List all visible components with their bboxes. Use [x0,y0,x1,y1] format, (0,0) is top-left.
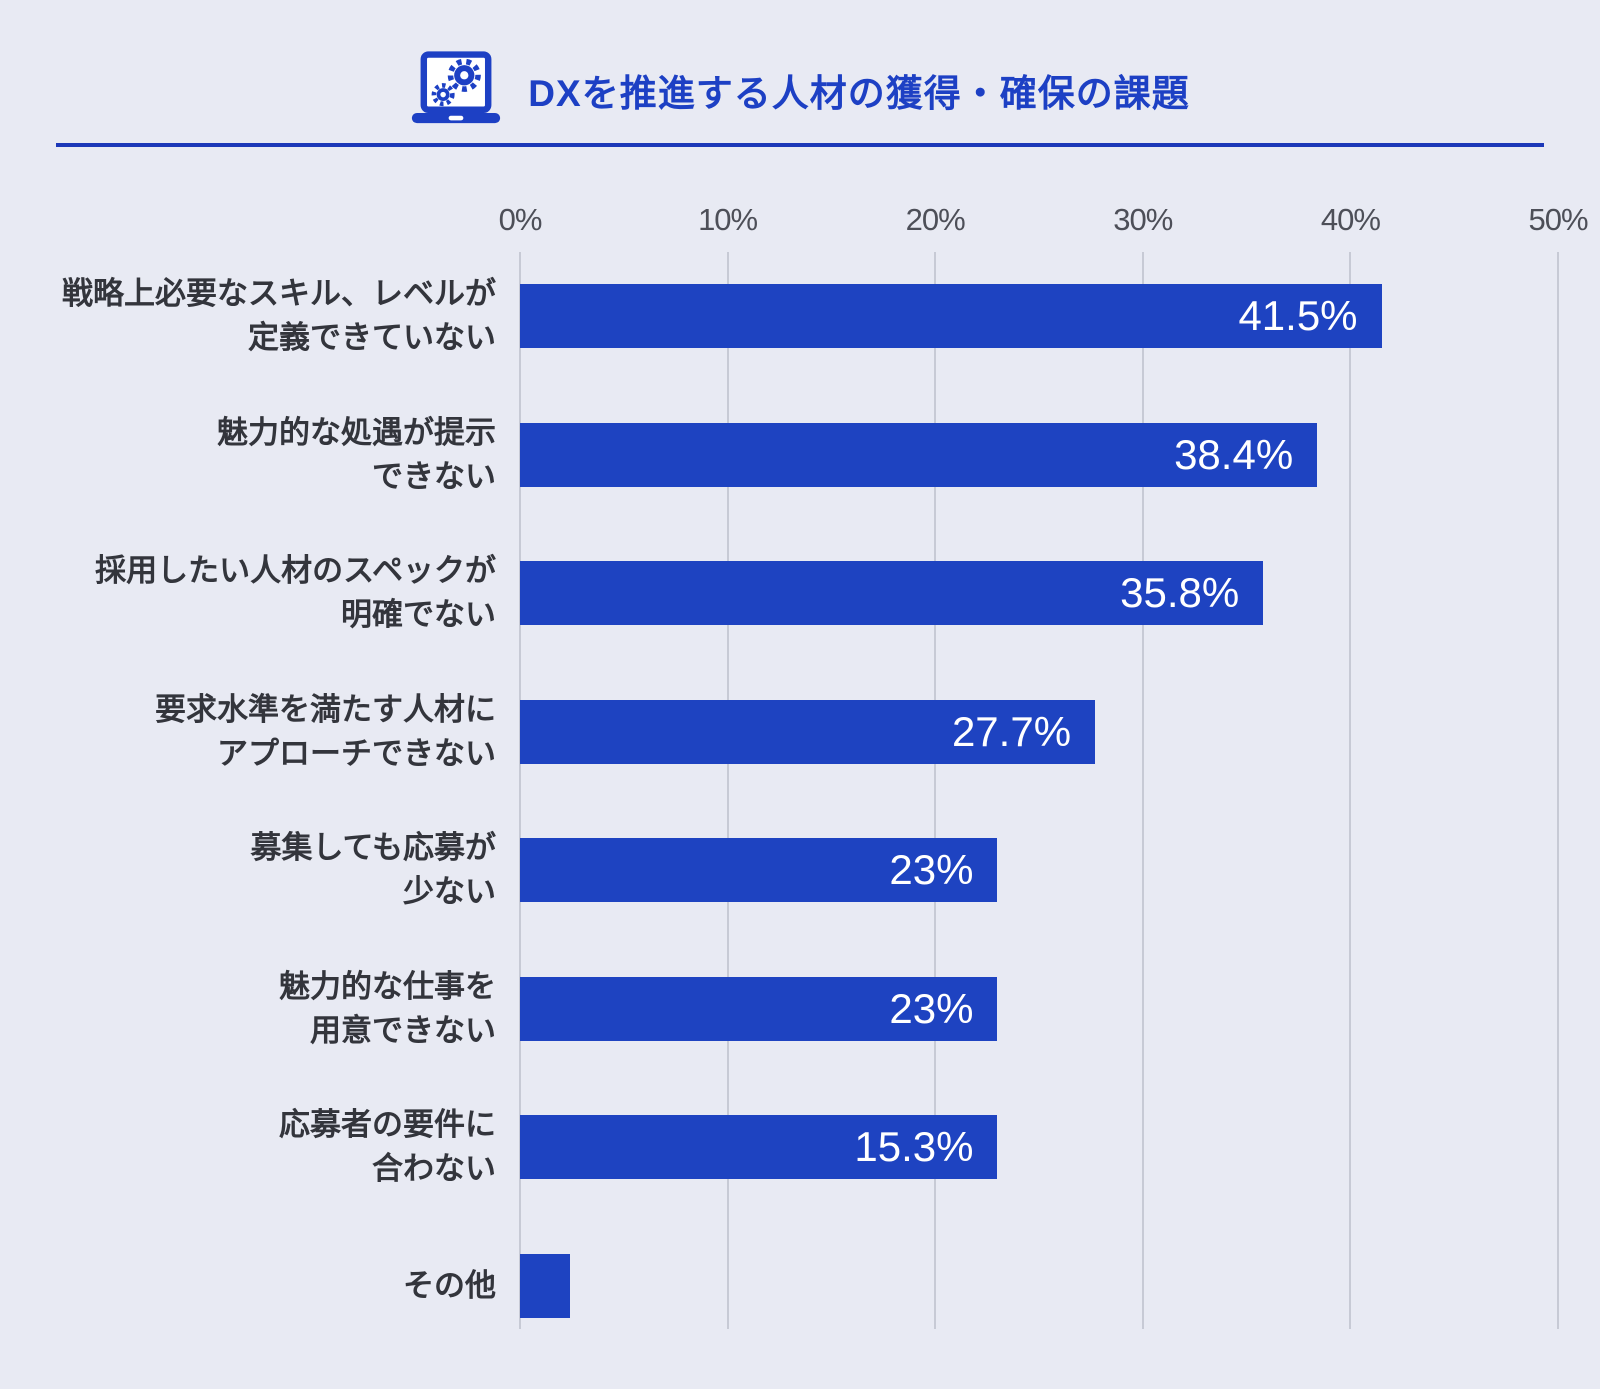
x-axis-tick-label: 20% [905,202,966,237]
value-label: 27.7% [951,707,1072,755]
bar [520,1253,570,1318]
category-label: 募集しても応募が少ない [40,830,496,909]
category-label-line: 要求水準を満たす人材に [155,691,496,727]
category-label-line: 魅力的な仕事を [279,968,496,1004]
category-label-line: その他 [403,1267,496,1303]
value-label: 35.8% [1120,569,1240,616]
value-label: 41.5% [1238,292,1358,339]
category-label-line: 魅力的な処遇が提示 [217,414,496,450]
category-label: 魅力的な仕事を用意できない [40,969,496,1048]
bar-row: その他 [0,1253,1600,1318]
category-label-line: 応募者の要件に [279,1107,496,1142]
gridline [519,252,521,1329]
category-label: 採用したい人材のスペックが明確でない [40,553,496,632]
bar-row: 採用したい人材のスペックが明確でない 35.8% [0,553,1600,632]
category-label-line: できない [372,458,496,494]
gridline [934,252,937,1329]
bar-row: 戦略上必要なスキル、レベルが定義できていない 41.5% [0,276,1600,355]
category-label-line: 少ない [403,874,496,909]
bar: 41.5% [520,284,1382,348]
value-label: 38.4% [1174,430,1294,478]
bar: 23% [520,838,998,902]
category-label: 戦略上必要なスキル、レベルが定義できていない [40,276,496,355]
category-label-line: アプローチできない [217,735,496,771]
chart-header: DXを推進する人材の獲得・確保の課題 [0,50,1600,130]
bar: 15.3% [520,1115,998,1179]
bar: 23% [520,976,998,1041]
category-label-line: 用意できない [310,1012,496,1048]
x-axis-tick-label: 10% [698,202,758,237]
gridline [1141,252,1144,1329]
category-label: その他 [40,1254,496,1318]
category-label-line: 採用したい人材のスペックが [95,553,496,588]
gridline [1349,252,1352,1329]
category-label-line: 合わない [372,1151,496,1186]
gridline [1557,252,1559,1329]
category-label: 要求水準を満たす人材にアプローチできない [40,692,496,771]
bar-row: 募集しても応募が少ない 23% [0,830,1600,909]
gridline [726,252,729,1329]
page-title: DXを推進する人材の獲得・確保の課題 [528,73,1190,114]
category-label-line: 明確でない [341,597,496,632]
bar: 27.7% [520,699,1096,764]
bar: 35.8% [520,561,1264,625]
bar-row: 応募者の要件に合わない 15.3% [0,1107,1600,1186]
title-divider [56,143,1544,147]
value-label: 23% [889,984,974,1032]
x-axis-tick-label: 50% [1528,202,1588,237]
x-axis-tick-label: 0% [498,202,543,237]
category-label-line: 戦略上必要なスキル、レベルが [62,276,496,311]
bar: 38.4% [520,422,1318,487]
x-axis-tick-label: 30% [1113,202,1173,237]
bar-row: 魅力的な仕事を用意できない 23% [0,969,1600,1048]
category-label-line: 募集しても応募が [250,830,496,865]
laptop-gears-icon [410,50,502,130]
x-axis-tick-label: 40% [1320,202,1381,237]
category-label: 応募者の要件に合わない [40,1107,496,1186]
value-label: 23% [889,846,974,893]
category-label: 魅力的な処遇が提示できない [40,415,496,494]
category-label-line: 定義できていない [248,320,496,355]
bar-row: 魅力的な処遇が提示できない 38.4% [0,415,1600,494]
bar-row: 要求水準を満たす人材にアプローチできない 27.7% [0,692,1600,771]
value-label: 15.3% [854,1123,974,1170]
